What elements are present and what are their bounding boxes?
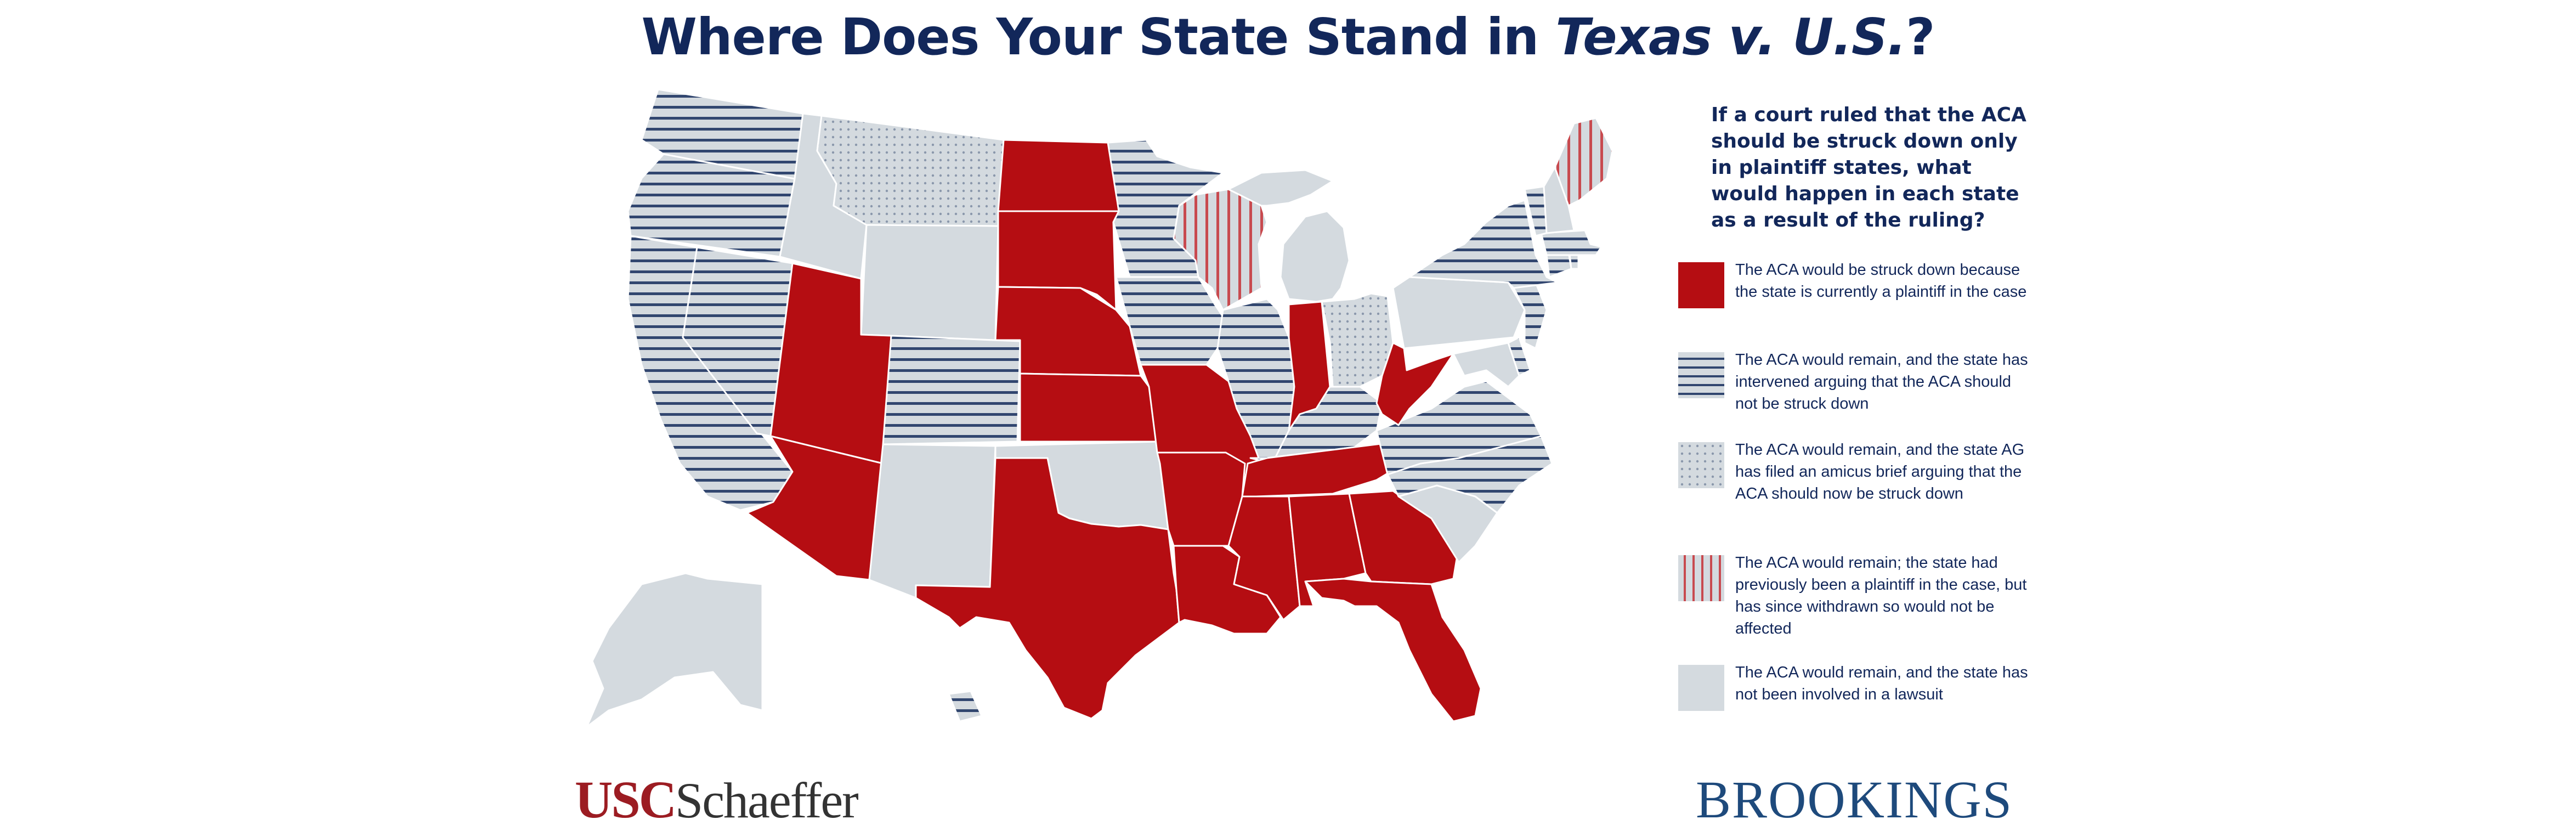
state-new-mexico [868,443,997,599]
usc-schaeffer-logo: USCSchaeffer [575,769,859,830]
legend-text-amicus: The ACA would remain, and the state AG h… [1735,441,2025,502]
usc-logo-mark: USC [575,770,677,829]
legend-swatch-withdrawn [1678,555,1724,601]
state-massachusetts [1540,229,1603,256]
state-alaska [586,572,763,728]
state-colorado [882,335,1021,445]
state-new-hampshire [1543,166,1575,234]
title-case-name: Texas v. U.S. [1555,8,1906,66]
legend-text-intervened: The ACA would remain, and the state has … [1735,351,2028,413]
legend-text-plaintiff: The ACA would be struck down because the… [1735,261,2027,301]
state-texas [915,457,1180,720]
title-prefix: Where Does Your State Stand in [641,8,1556,66]
state-hawaii [948,690,983,722]
state-maryland [1452,342,1520,388]
state-rhode-island [1569,253,1579,270]
legend-swatch-plaintiff [1678,262,1724,308]
map-question: If a court ruled that the ACA should be … [1711,104,2026,231]
legend-swatch-amicus [1678,442,1724,488]
state-virginia [1375,380,1542,476]
state-maine [1554,117,1613,207]
state-michigan [1279,210,1350,303]
legend-swatch-intervened [1678,352,1724,398]
state-nevada [682,246,794,437]
state-connecticut [1545,251,1572,278]
state-wyoming [860,224,999,341]
chart-title: Where Does Your State Stand in Texas v. … [0,8,2576,66]
legend-text-none: The ACA would remain, and the state has … [1735,664,2028,703]
state-florida [1304,578,1482,722]
title-suffix: ? [1906,8,1935,66]
state-pennsylvania [1392,276,1526,349]
state-kansas [1019,372,1158,443]
brookings-logo: BROOKINGS [1696,770,2013,829]
state-montana [816,115,1005,227]
usc-logo-name: Schaeffer [675,772,859,828]
legend-swatch-none [1678,665,1724,711]
us-map [586,88,1613,728]
legend-text-withdrawn: The ACA would remain; the state had prev… [1735,554,2027,637]
state-new-york [1408,199,1559,289]
state-delaware [1507,336,1531,377]
state-michigan-up [1227,169,1334,207]
state-north-dakota [997,139,1120,212]
state-west-virginia [1375,342,1454,426]
